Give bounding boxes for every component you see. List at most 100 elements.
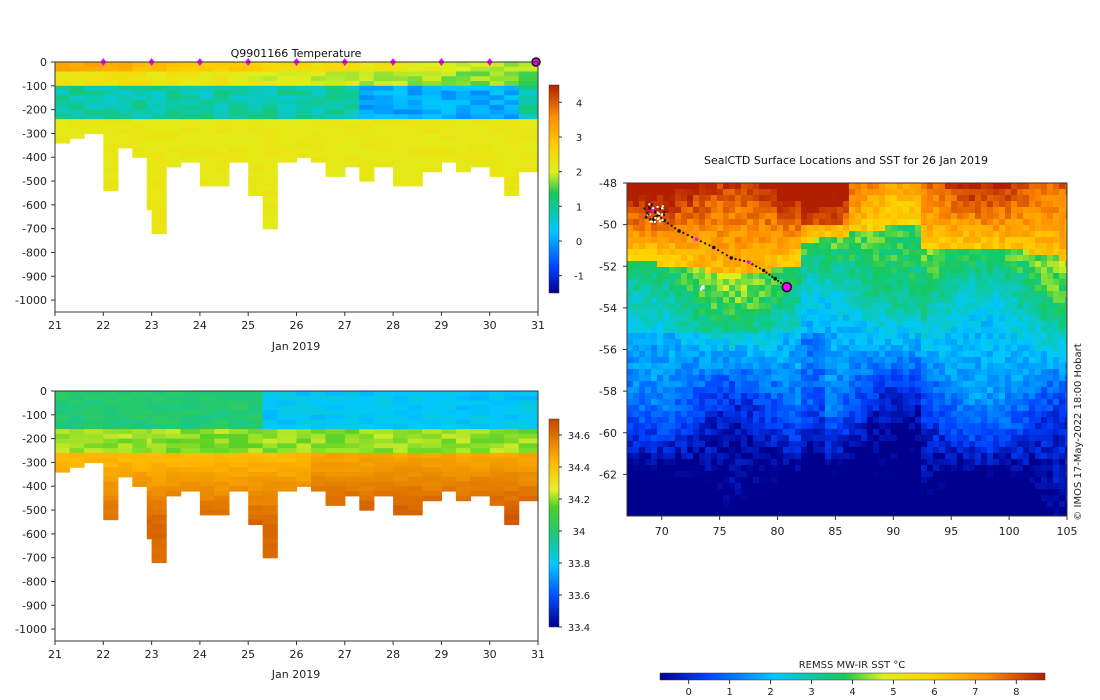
sst-cell	[1047, 195, 1054, 202]
sst-cell	[1059, 285, 1066, 292]
sst-cell	[873, 381, 880, 388]
sst-cell	[735, 237, 742, 244]
heat-cell	[151, 557, 167, 564]
sst-cell	[759, 405, 766, 412]
sst-cell	[861, 357, 868, 364]
heat-cell	[151, 481, 167, 487]
sst-cell	[933, 291, 940, 298]
heat-cell	[166, 157, 182, 163]
heat-cell	[470, 448, 491, 454]
heat-cell	[325, 100, 346, 106]
sst-cell	[903, 261, 910, 268]
heat-cell	[55, 438, 71, 444]
sst-cell	[963, 423, 970, 430]
sst-cell	[747, 411, 754, 418]
sst-cell	[1029, 411, 1036, 418]
heat-cell	[146, 419, 153, 425]
heat-cell	[180, 414, 201, 421]
heat-cell	[69, 443, 85, 449]
sst-cell	[741, 207, 748, 214]
sst-cell	[675, 279, 682, 286]
sst-cell	[819, 393, 826, 400]
sst-cell	[753, 345, 760, 352]
sst-cell	[885, 309, 892, 316]
heat-cell	[518, 114, 538, 120]
sst-cell	[651, 393, 658, 400]
heat-cell	[393, 71, 409, 77]
sst-cell	[795, 207, 802, 214]
sst-cell	[945, 411, 952, 418]
sst-cell	[729, 183, 736, 190]
sst-cell	[741, 237, 748, 244]
sst-cell	[819, 189, 826, 196]
sst-cell	[873, 321, 880, 328]
sst-cell	[1047, 363, 1054, 370]
heat-cell	[407, 176, 423, 182]
sst-cell	[897, 207, 904, 214]
sst-cell	[663, 435, 670, 442]
heat-cell	[214, 419, 230, 425]
sst-cell	[633, 291, 640, 298]
sst-cell	[903, 435, 910, 442]
heat-cell	[277, 476, 298, 483]
heat-cell	[422, 119, 442, 125]
sst-cell	[855, 183, 862, 190]
sst-cell	[879, 309, 886, 316]
sst-cell	[669, 345, 676, 352]
sst-cell	[765, 285, 772, 292]
heat-cell	[325, 95, 346, 101]
sst-cell	[819, 213, 826, 220]
sst-cell	[993, 291, 1000, 298]
heat-cell	[214, 395, 230, 402]
sst-cell	[687, 417, 694, 424]
heat-cell	[373, 472, 394, 478]
sst-cell	[699, 453, 706, 460]
sst-cell	[735, 405, 742, 412]
sst-cell	[885, 195, 892, 202]
heat-cell	[103, 400, 119, 406]
sst-cell	[1029, 309, 1036, 316]
sst-cell	[783, 273, 790, 280]
sst-cell	[741, 183, 748, 190]
sst-cell	[747, 369, 754, 376]
sst-cell	[951, 369, 958, 376]
sst-cell	[1035, 267, 1042, 274]
sst-cell	[777, 429, 784, 436]
sst-cell	[645, 327, 652, 334]
sst-cell	[1047, 369, 1054, 376]
sst-cell	[675, 339, 682, 346]
sst-cell	[789, 267, 796, 274]
heat-cell	[55, 405, 71, 411]
sst-cell	[717, 351, 724, 358]
sst-cell	[951, 183, 958, 190]
sst-cell	[723, 423, 730, 430]
heat-cell	[151, 157, 167, 163]
heat-cell	[455, 414, 471, 421]
sst-cell	[675, 411, 682, 418]
x-tick-label: 29	[434, 648, 448, 661]
sst-cell	[951, 339, 958, 346]
sst-cell	[627, 357, 634, 364]
sst-cell	[741, 249, 748, 256]
heat-cell	[489, 395, 505, 402]
heat-cell	[393, 176, 409, 182]
sst-cell	[975, 291, 982, 298]
heat-cell	[407, 395, 423, 402]
sst-cell	[1017, 351, 1024, 358]
heat-cell	[504, 443, 520, 449]
heat-cell	[103, 438, 119, 444]
sst-cell	[1047, 249, 1054, 256]
heat-cell	[277, 114, 298, 120]
heat-cell	[407, 438, 423, 444]
sst-cell	[1059, 381, 1066, 388]
sst-cell	[819, 363, 826, 370]
sst-cell	[897, 417, 904, 424]
heat-cell	[407, 510, 423, 516]
sst-cell	[903, 219, 910, 226]
sst-cell	[789, 447, 796, 454]
sst-cell	[903, 243, 910, 250]
heat-cell	[373, 162, 394, 168]
sst-cell	[921, 231, 928, 238]
heat-cell	[55, 119, 71, 125]
sst-cell	[645, 225, 652, 232]
